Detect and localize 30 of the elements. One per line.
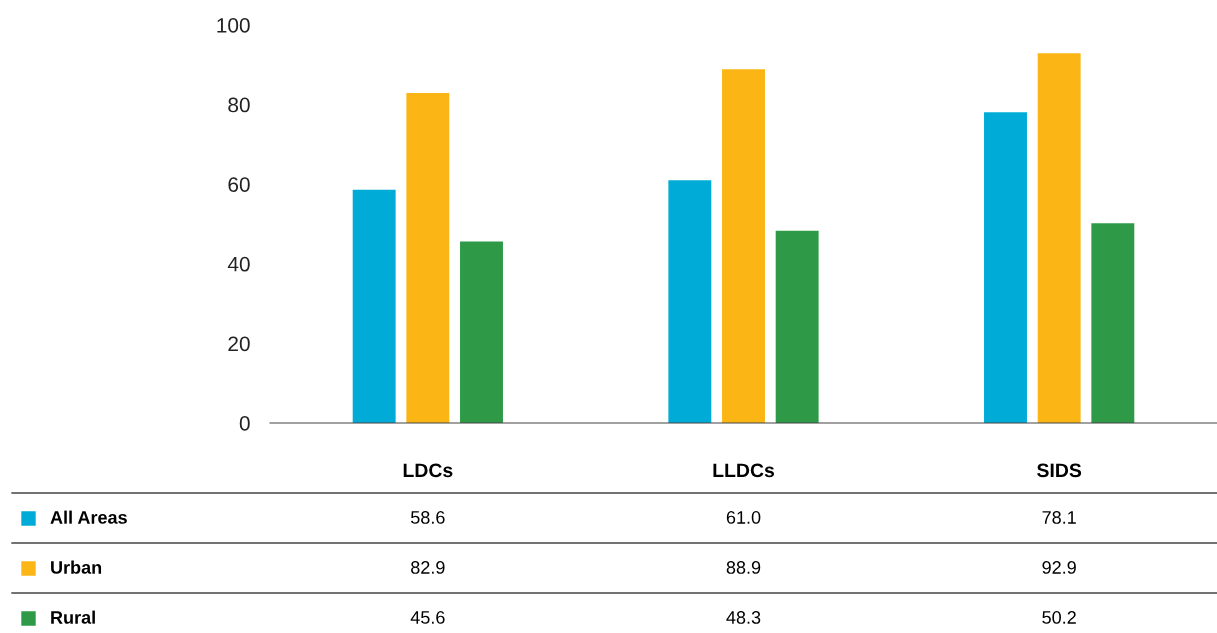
bar (460, 241, 503, 423)
data-label: 48.3 (726, 611, 761, 624)
data-label: 61.0 (726, 511, 761, 524)
data-label: 92.9 (1042, 561, 1076, 574)
bar (1037, 53, 1081, 423)
y-tick-label: 60 (228, 177, 250, 192)
y-tick-label: 80 (228, 97, 250, 113)
legend-label: All Areas (50, 510, 127, 524)
bar (352, 189, 396, 423)
bar (984, 112, 1027, 423)
data-label: 50.2 (1042, 611, 1076, 624)
data-label: 78.1 (1042, 511, 1076, 524)
legend-label: Urban (51, 560, 102, 574)
bar (406, 93, 450, 423)
data-label: 82.9 (411, 561, 445, 574)
y-tick-label: 40 (227, 256, 250, 272)
bar (722, 69, 765, 423)
bar (1091, 223, 1135, 423)
y-tick-label: 0 (239, 416, 250, 431)
data-label: 58.6 (410, 511, 445, 524)
x-tick-label: LDCs (403, 463, 453, 478)
data-label: 45.6 (410, 611, 445, 624)
bar (668, 180, 712, 423)
data-label: 88.9 (726, 561, 761, 574)
x-tick-label: SIDS (1037, 463, 1082, 478)
x-tick-label: LLDCs (713, 463, 775, 478)
legend-label: Rural (51, 610, 95, 624)
bar (775, 230, 819, 423)
y-tick-label: 20 (228, 336, 250, 352)
y-tick-label: 100 (217, 18, 250, 33)
